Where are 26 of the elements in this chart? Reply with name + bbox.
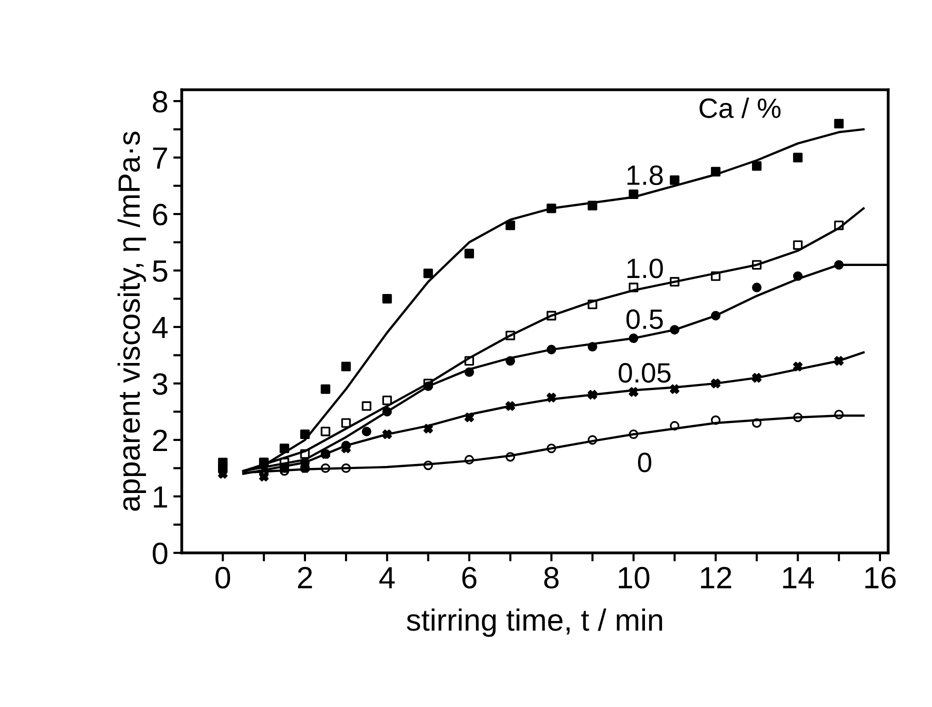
y-tick-label: 1 — [154, 486, 168, 508]
y-tick-label: 3 — [152, 373, 168, 395]
y-axis-title: apparent viscosity, η /mPa·s — [118, 132, 146, 511]
x-tick-label: 10 — [618, 566, 650, 589]
y-tick-label: 0 — [152, 542, 168, 564]
y-tick-label: 2 — [153, 430, 168, 451]
series-label: 1.8 — [627, 165, 663, 186]
series-label: 1.0 — [627, 258, 663, 278]
x-tick-label: 8 — [544, 566, 559, 589]
y-tick-label: 7 — [153, 148, 168, 169]
annotation: Ca / % — [700, 98, 781, 118]
x-axis-title: stirring time, t / min — [406, 608, 662, 637]
x-tick-label: 0 — [216, 566, 230, 589]
x-tick-label: 2 — [298, 566, 312, 588]
series-label: 0.05 — [618, 363, 671, 383]
series-label: 0.5 — [626, 309, 663, 330]
y-tick-label: 4 — [152, 317, 168, 338]
y-tick-label: 8 — [152, 90, 168, 112]
x-tick-label: 14 — [783, 567, 814, 588]
x-tick-label: 4 — [379, 567, 395, 588]
series-label: 0 — [638, 452, 652, 472]
x-tick-label: 6 — [462, 566, 476, 589]
x-tick-label: 16 — [865, 566, 896, 589]
y-tick-label: 5 — [152, 260, 168, 282]
x-tick-label: 12 — [701, 566, 732, 588]
y-tick-label: 6 — [153, 204, 168, 226]
